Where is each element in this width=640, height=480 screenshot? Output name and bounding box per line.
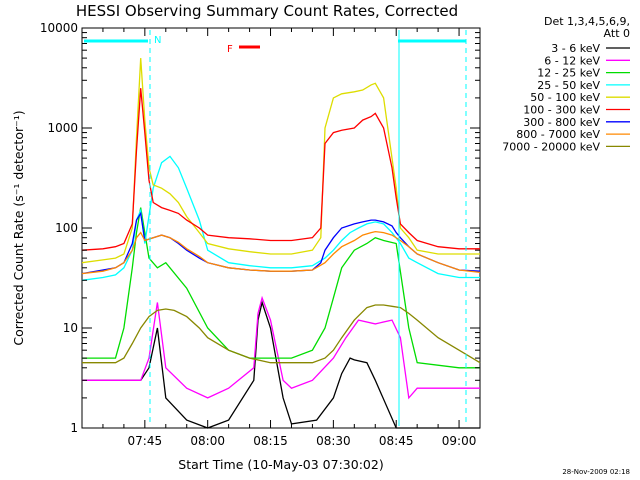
legend-label: 3 - 6 keV [551,42,600,55]
legend-label: 7000 - 20000 keV [502,140,600,153]
x-tick-label: 09:00 [442,434,477,448]
series-line-8 [81,230,481,275]
legend-label: 12 - 25 keV [537,67,600,80]
observation-markers: N F [84,30,467,426]
x-tick-label: 07:45 [128,434,163,448]
legend-label: 25 - 50 keV [537,79,600,92]
night-label: N [154,35,161,46]
y-axis: 1 10 100 1000 10000 [40,21,480,435]
legend-label: 6 - 12 keV [544,54,600,67]
legend-header-2: Att 0 [604,27,630,40]
y-tick-label: 100 [55,221,78,235]
x-axis: 07:45 08:00 08:15 08:30 08:45 09:00 [102,28,477,448]
chart-title: HESSI Observing Summary Count Rates, Cor… [76,2,458,20]
legend-label: 800 - 7000 keV [516,128,600,141]
y-tick-label: 10000 [40,21,78,35]
series-line-1 [82,300,480,429]
legend-label: 100 - 300 keV [523,104,600,117]
y-tick-label: 1 [70,421,78,435]
x-axis-label: Start Time (10-May-03 07:30:02) [178,457,383,472]
series-line-2 [82,295,480,400]
flare-label: F [227,44,233,55]
series-line-5 [81,58,480,264]
y-tick-label: 1000 [47,121,78,135]
legend-label: 300 - 800 keV [523,116,600,129]
series-line-3 [82,207,480,369]
y-axis-label: Corrected Count Rate (s⁻¹ detector⁻¹) [11,110,26,345]
legend-header-1: Det 1,3,4,5,6,9, [544,15,630,28]
x-tick-label: 08:30 [316,434,351,448]
timestamp: 28-Nov-2009 02:18 [562,468,630,476]
x-tick-label: 08:15 [253,434,288,448]
series-line-9 [82,304,481,364]
legend-label: 50 - 100 keV [530,91,600,104]
series-line-6 [81,88,480,251]
series-group [81,58,481,429]
x-tick-label: 08:00 [190,434,225,448]
y-tick-label: 10 [63,321,78,335]
x-tick-label: 08:45 [379,434,414,448]
